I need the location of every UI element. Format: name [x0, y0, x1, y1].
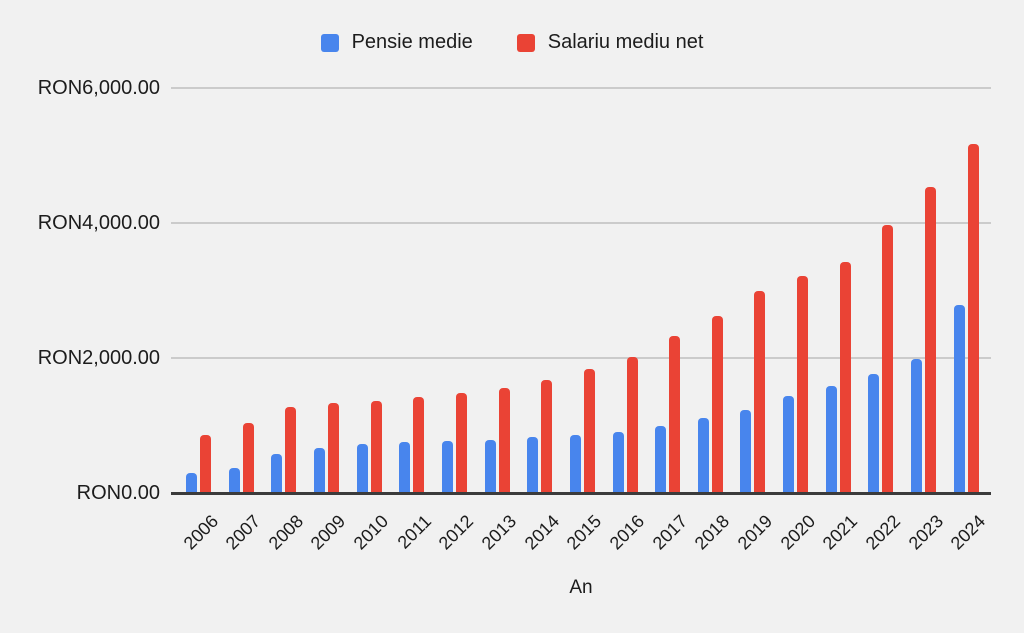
bar-salariu-2024[interactable]: [967, 144, 979, 493]
bar-salariu-2020[interactable]: [797, 275, 809, 493]
bar-pensie-2019[interactable]: [740, 409, 752, 493]
legend-swatch-icon: [516, 33, 535, 52]
bar-pensie-2018[interactable]: [697, 418, 709, 493]
y-axis-tick-label: RON4,000.00: [37, 212, 160, 234]
y-axis-tick-label: RON6,000.00: [37, 77, 160, 99]
bar-salariu-2006[interactable]: [200, 434, 211, 493]
bar-pensie-2010[interactable]: [356, 443, 368, 493]
bar-pensie-2021[interactable]: [825, 386, 837, 493]
legend-swatch-icon: [320, 33, 339, 52]
y-axis-tick-label: RON0.00: [76, 482, 160, 504]
bar-pensie-2006[interactable]: [186, 472, 197, 493]
bar-pensie-2009[interactable]: [313, 447, 325, 493]
bar-pensie-2012[interactable]: [441, 441, 453, 493]
chart-legend: Pensie medie Salariu mediu net: [0, 31, 1024, 54]
legend-item-0[interactable]: Pensie medie: [320, 31, 473, 54]
bar-pensie-2011[interactable]: [399, 442, 411, 493]
bar-pensie-2022[interactable]: [868, 373, 880, 493]
bar-pensie-2014[interactable]: [527, 436, 539, 493]
bar-salariu-2008[interactable]: [285, 407, 297, 493]
bar-salariu-2015[interactable]: [583, 369, 595, 493]
legend-item-1[interactable]: Salariu mediu net: [516, 31, 704, 54]
bar-pensie-2007[interactable]: [228, 467, 240, 493]
bar-pensie-2024[interactable]: [953, 305, 965, 493]
bar-salariu-2023[interactable]: [925, 186, 937, 493]
bar-salariu-2021[interactable]: [839, 262, 851, 493]
gridline-4000: [171, 222, 991, 224]
gridline-2000: [171, 357, 991, 359]
gridline-6000: [171, 87, 991, 89]
bar-salariu-2014[interactable]: [541, 380, 553, 493]
bar-salariu-2022[interactable]: [882, 225, 894, 493]
bar-pensie-2013[interactable]: [484, 439, 496, 493]
bar-salariu-2010[interactable]: [370, 401, 382, 493]
bar-pensie-2020[interactable]: [783, 396, 795, 493]
bar-salariu-2013[interactable]: [498, 388, 510, 493]
bar-pensie-2023[interactable]: [911, 359, 923, 493]
bar-pensie-2008[interactable]: [271, 453, 283, 493]
bar-salariu-2019[interactable]: [754, 291, 766, 493]
x-axis-line: [171, 492, 991, 495]
bar-salariu-2017[interactable]: [669, 335, 681, 493]
bar-salariu-2018[interactable]: [711, 316, 723, 493]
y-axis-tick-label: RON2,000.00: [37, 347, 160, 369]
bar-salariu-2007[interactable]: [242, 422, 254, 493]
bar-pensie-2015[interactable]: [569, 434, 581, 493]
legend-label: Pensie medie: [351, 31, 473, 53]
bar-salariu-2016[interactable]: [626, 356, 638, 493]
bar-salariu-2012[interactable]: [455, 393, 467, 493]
bar-salariu-2011[interactable]: [413, 396, 425, 493]
x-axis-title: An: [569, 577, 593, 598]
bar-salariu-2009[interactable]: [327, 403, 339, 493]
bar-pensie-2016[interactable]: [612, 432, 624, 493]
legend-label: Salariu mediu net: [547, 31, 704, 53]
bar-pensie-2017[interactable]: [655, 425, 667, 493]
